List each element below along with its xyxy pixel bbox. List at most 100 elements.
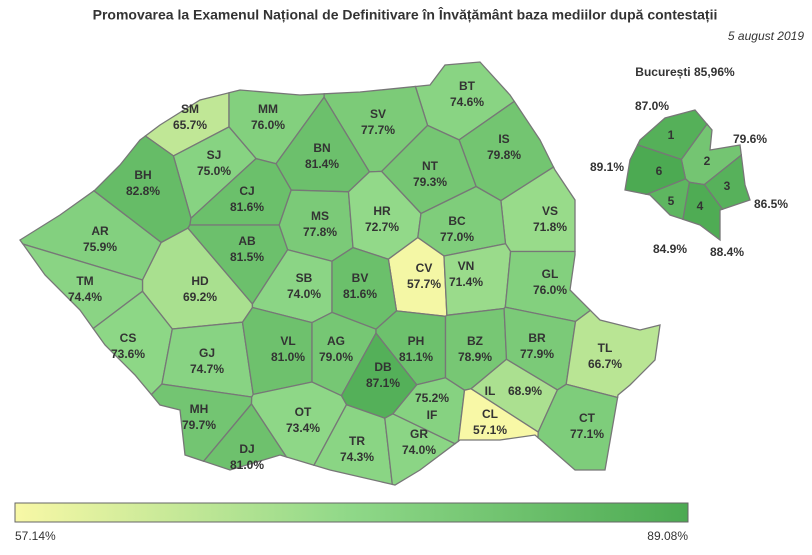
sector-value: 89.1% <box>590 160 624 174</box>
county-value: 74.0% <box>287 287 321 301</box>
county-code: BH <box>134 168 151 182</box>
county-value: 74.3% <box>340 450 374 464</box>
county-code: DJ <box>239 442 254 456</box>
county-code: IS <box>498 132 509 146</box>
county-code: AB <box>238 234 256 248</box>
county-value: 77.0% <box>440 230 474 244</box>
sector-value: 87.0% <box>635 99 669 113</box>
county-value: 73.6% <box>111 347 145 361</box>
sector-name: 1 <box>668 128 675 142</box>
county-value: 57.7% <box>407 277 441 291</box>
county-code: DB <box>374 360 392 374</box>
county-code: CL <box>482 407 498 421</box>
sector <box>624 144 687 195</box>
color-bar-max-label: 89.08% <box>647 529 688 543</box>
county <box>565 309 661 399</box>
county-code: GL <box>542 267 559 281</box>
county-code: VN <box>458 259 475 273</box>
county-value: 73.4% <box>286 421 320 435</box>
county-value: 81.6% <box>343 287 377 301</box>
county-code: BN <box>313 141 330 155</box>
county-code: GJ <box>199 346 215 360</box>
county-code: MH <box>190 402 209 416</box>
county-code: AR <box>91 224 109 238</box>
county-value: 66.7% <box>588 357 622 371</box>
county-value: 76.0% <box>251 118 285 132</box>
county-code: SB <box>296 271 313 285</box>
county-value: 74.4% <box>68 290 102 304</box>
county-value: 75.2% <box>415 391 449 405</box>
county-value: 77.9% <box>520 347 554 361</box>
county-value: 82.8% <box>126 184 160 198</box>
color-bar-min-label: 57.14% <box>15 529 56 543</box>
county-code: IL <box>485 384 496 398</box>
sector-name: 4 <box>697 199 704 213</box>
county-code: BZ <box>467 334 483 348</box>
county-code: BV <box>352 271 369 285</box>
county-code: VS <box>542 204 558 218</box>
county-value: 81.5% <box>230 250 264 264</box>
sector-name: 6 <box>656 164 663 178</box>
sector <box>682 181 724 242</box>
county-value: 81.1% <box>399 350 433 364</box>
county-value: 81.0% <box>271 350 305 364</box>
bucharest-title: București 85,96% <box>635 65 735 79</box>
sector-name: 5 <box>668 194 675 208</box>
sector-value: 88.4% <box>710 245 744 259</box>
county-layer <box>19 61 751 486</box>
county-code: BT <box>459 79 476 93</box>
label-layer: SM 65.7% MM 76.0% BT 74.6% SV 77.7% IS 79.8% SJ 75.… <box>68 79 788 472</box>
county-value: 68.9% <box>508 384 542 398</box>
county-code: SM <box>181 102 199 116</box>
color-bar <box>14 502 689 523</box>
county <box>250 381 348 466</box>
county-value: 72.7% <box>365 220 399 234</box>
county-code: HD <box>191 274 209 288</box>
county-value: 74.6% <box>450 95 484 109</box>
county-value: 71.8% <box>533 220 567 234</box>
sector-value: 86.5% <box>754 197 788 211</box>
county-code: BR <box>528 331 546 345</box>
county-code: TM <box>76 274 93 288</box>
county-code: CT <box>579 411 596 425</box>
county-code: IF <box>427 408 438 422</box>
county-code: VL <box>280 334 295 348</box>
county <box>537 383 619 471</box>
county-code: MS <box>311 209 329 223</box>
county-value: 81.4% <box>305 157 339 171</box>
county-code: SV <box>370 107 386 121</box>
county-code: CS <box>120 331 137 345</box>
county-value: 77.8% <box>303 225 337 239</box>
county-value: 75.0% <box>197 164 231 178</box>
county-value: 77.7% <box>361 123 395 137</box>
county-value: 74.7% <box>190 362 224 376</box>
county-value: 65.7% <box>173 118 207 132</box>
sector <box>703 153 751 210</box>
sector-name: 3 <box>724 179 731 193</box>
county-code: TR <box>349 434 365 448</box>
county-code: CJ <box>239 184 254 198</box>
county-value: 75.9% <box>83 240 117 254</box>
date: 5 august 2019 <box>728 29 804 43</box>
county <box>457 388 539 443</box>
county-value: 87.1% <box>366 376 400 390</box>
county-value: 81.0% <box>230 458 264 472</box>
county-value: 57.1% <box>473 423 507 437</box>
county-code: MM <box>258 102 278 116</box>
county-value: 71.4% <box>449 275 483 289</box>
county-value: 74.0% <box>402 443 436 457</box>
county-code: NT <box>422 159 439 173</box>
county-value: 79.0% <box>319 350 353 364</box>
county-code: GR <box>410 427 428 441</box>
title: Promovarea la Examenul Național de Defin… <box>93 6 718 23</box>
county-value: 79.7% <box>182 418 216 432</box>
county-value: 79.8% <box>487 148 521 162</box>
county-code: PH <box>408 334 425 348</box>
county-value: 69.2% <box>183 290 217 304</box>
county-value: 76.0% <box>533 283 567 297</box>
county-code: CV <box>416 261 433 275</box>
county-value: 77.1% <box>570 427 604 441</box>
county-code: HR <box>373 204 391 218</box>
sector-name: 2 <box>704 154 711 168</box>
